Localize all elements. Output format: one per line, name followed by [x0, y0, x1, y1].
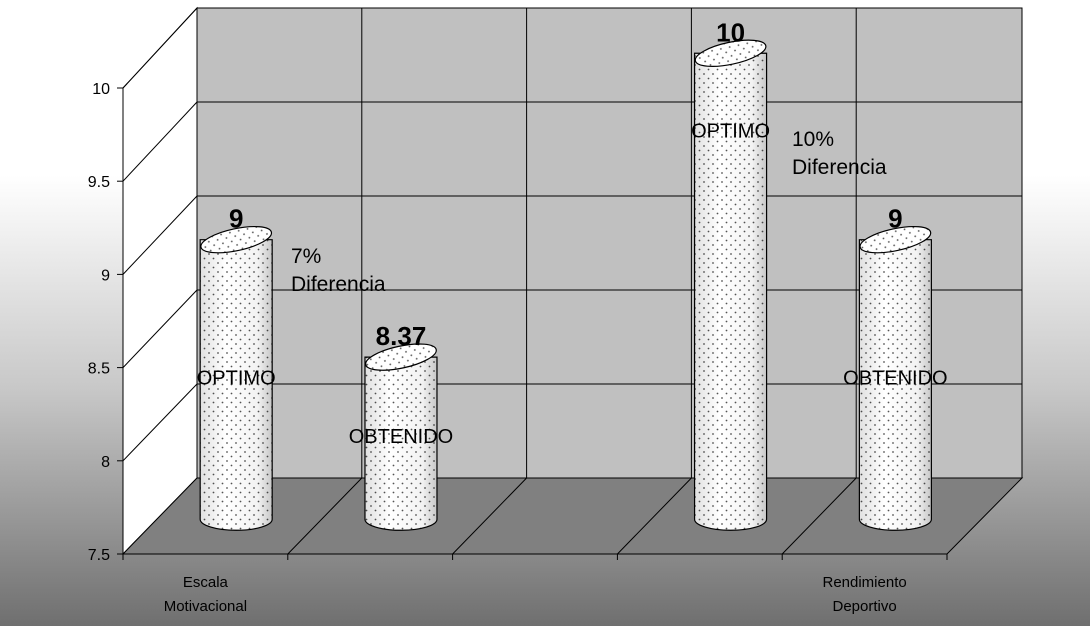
cylinder-bar: 8.37 OBTENIDO [349, 321, 453, 531]
cylinder-shade [200, 239, 273, 531]
cylinder-top [859, 225, 932, 254]
category-label: Rendimiento Deportivo [822, 574, 906, 615]
category-label: Escala Motivacional [164, 574, 247, 615]
cylinder-bar: 10 OPTIMO [691, 17, 770, 531]
y-tick-label: 7.5 [88, 547, 110, 564]
cylinder-shade [859, 239, 932, 531]
floor-divider [287, 477, 363, 555]
side-gridline [122, 195, 198, 275]
y-tick-label: 9 [101, 267, 110, 284]
category-labels: Escala Motivacional Rendimiento Deportivo [164, 574, 907, 615]
bar-inner-label: OBTENIDO [349, 426, 453, 448]
annotations: 7% Diferencia 10% Diferencia [291, 128, 887, 296]
floor-grid [287, 8, 857, 555]
floor-divider [452, 477, 527, 555]
cylinder-shade [694, 53, 767, 531]
cylinder-top [365, 343, 437, 371]
side-wall [122, 6, 198, 556]
cylinder-top [694, 39, 767, 67]
cylinder-bar: 9 OBTENIDO [843, 204, 948, 531]
cylinder-top [200, 225, 273, 254]
bar-inner-label: OBTENIDO [843, 367, 947, 389]
bar-inner-label: OPTIMO [691, 121, 770, 143]
y-tick-label: 10 [92, 81, 110, 98]
side-gridline [122, 383, 198, 462]
bars: 9 OPTIMO 8.37 OBTENIDO 10 OPTIMO 9 OBTENIDO [197, 17, 948, 531]
side-gridline [122, 7, 198, 89]
floor [121, 477, 1024, 555]
difference-annotation: 10% Diferencia [792, 128, 887, 179]
value-label: 9 [229, 204, 243, 234]
value-label: 10 [716, 17, 745, 47]
floor-divider [781, 477, 857, 555]
y-tick-label: 8 [101, 454, 110, 471]
cylinder-bar: 9 OPTIMO [197, 204, 276, 531]
value-label: 8.37 [376, 321, 427, 351]
side-gridline [122, 101, 198, 182]
value-label: 9 [888, 204, 902, 234]
bar-inner-label: OPTIMO [197, 367, 276, 389]
y-tick-label: 9.5 [88, 174, 110, 191]
floor-divider [617, 477, 692, 555]
side-gridline [122, 289, 198, 368]
y-tick-label: 8.5 [88, 361, 110, 378]
difference-annotation: 7% Diferencia [291, 245, 386, 296]
y-axis: 7.5 8 8.5 9 9.5 10 [88, 81, 948, 564]
cylinder-shade [364, 357, 437, 531]
